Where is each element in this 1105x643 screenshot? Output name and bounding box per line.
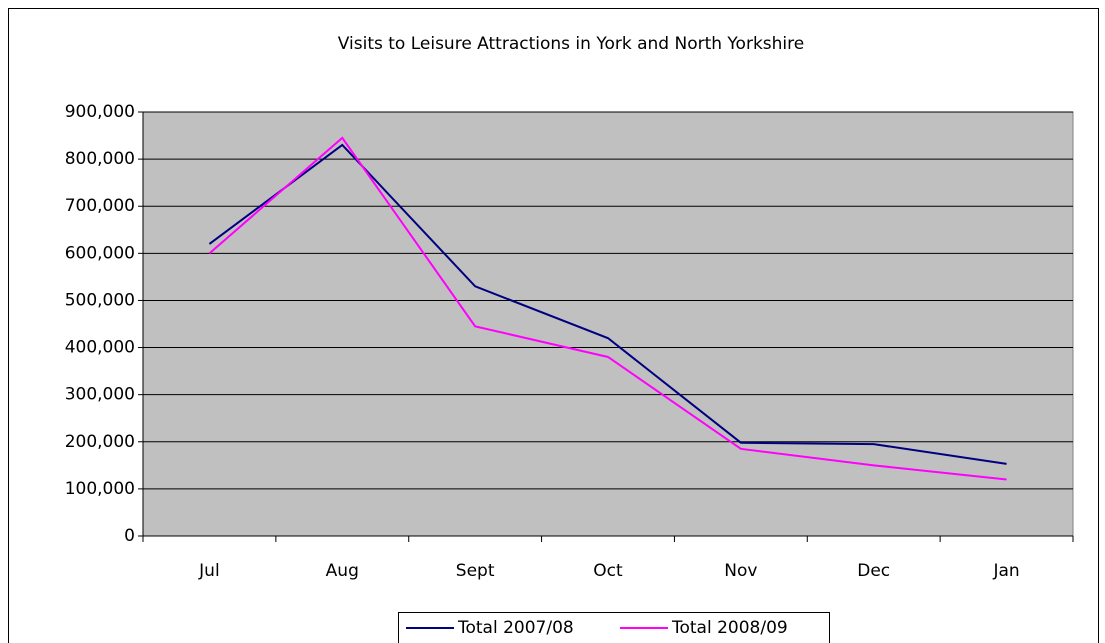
legend-label: Total 2008/09 bbox=[671, 618, 788, 638]
y-tick-label: 800,000 bbox=[65, 149, 135, 169]
y-tick-label: 600,000 bbox=[65, 243, 135, 263]
x-tick-label: Sept bbox=[456, 561, 495, 581]
x-tick-label: Nov bbox=[724, 561, 757, 581]
x-tick-label: Oct bbox=[593, 561, 623, 581]
series-line bbox=[208, 143, 1007, 465]
x-tick-label: Aug bbox=[326, 561, 359, 581]
y-tick-label: 500,000 bbox=[65, 290, 135, 310]
y-tick-label: 200,000 bbox=[65, 432, 135, 452]
legend-label: Total 2007/08 bbox=[457, 618, 574, 638]
series-line bbox=[208, 136, 1007, 481]
plot-area bbox=[142, 111, 1074, 537]
y-tick-label: 0 bbox=[124, 526, 135, 546]
x-tick-label: Jul bbox=[198, 561, 220, 581]
y-tick-label: 900,000 bbox=[65, 102, 135, 122]
legend-box bbox=[398, 612, 830, 643]
y-tick-label: 400,000 bbox=[65, 338, 135, 358]
y-tick-label: 700,000 bbox=[65, 196, 135, 216]
x-tick-label: Dec bbox=[857, 561, 890, 581]
y-tick-label: 100,000 bbox=[65, 479, 135, 499]
chart-title: Visits to Leisure Attractions in York an… bbox=[338, 34, 804, 54]
x-tick-label: Jan bbox=[992, 561, 1019, 581]
y-tick-label: 300,000 bbox=[65, 385, 135, 405]
